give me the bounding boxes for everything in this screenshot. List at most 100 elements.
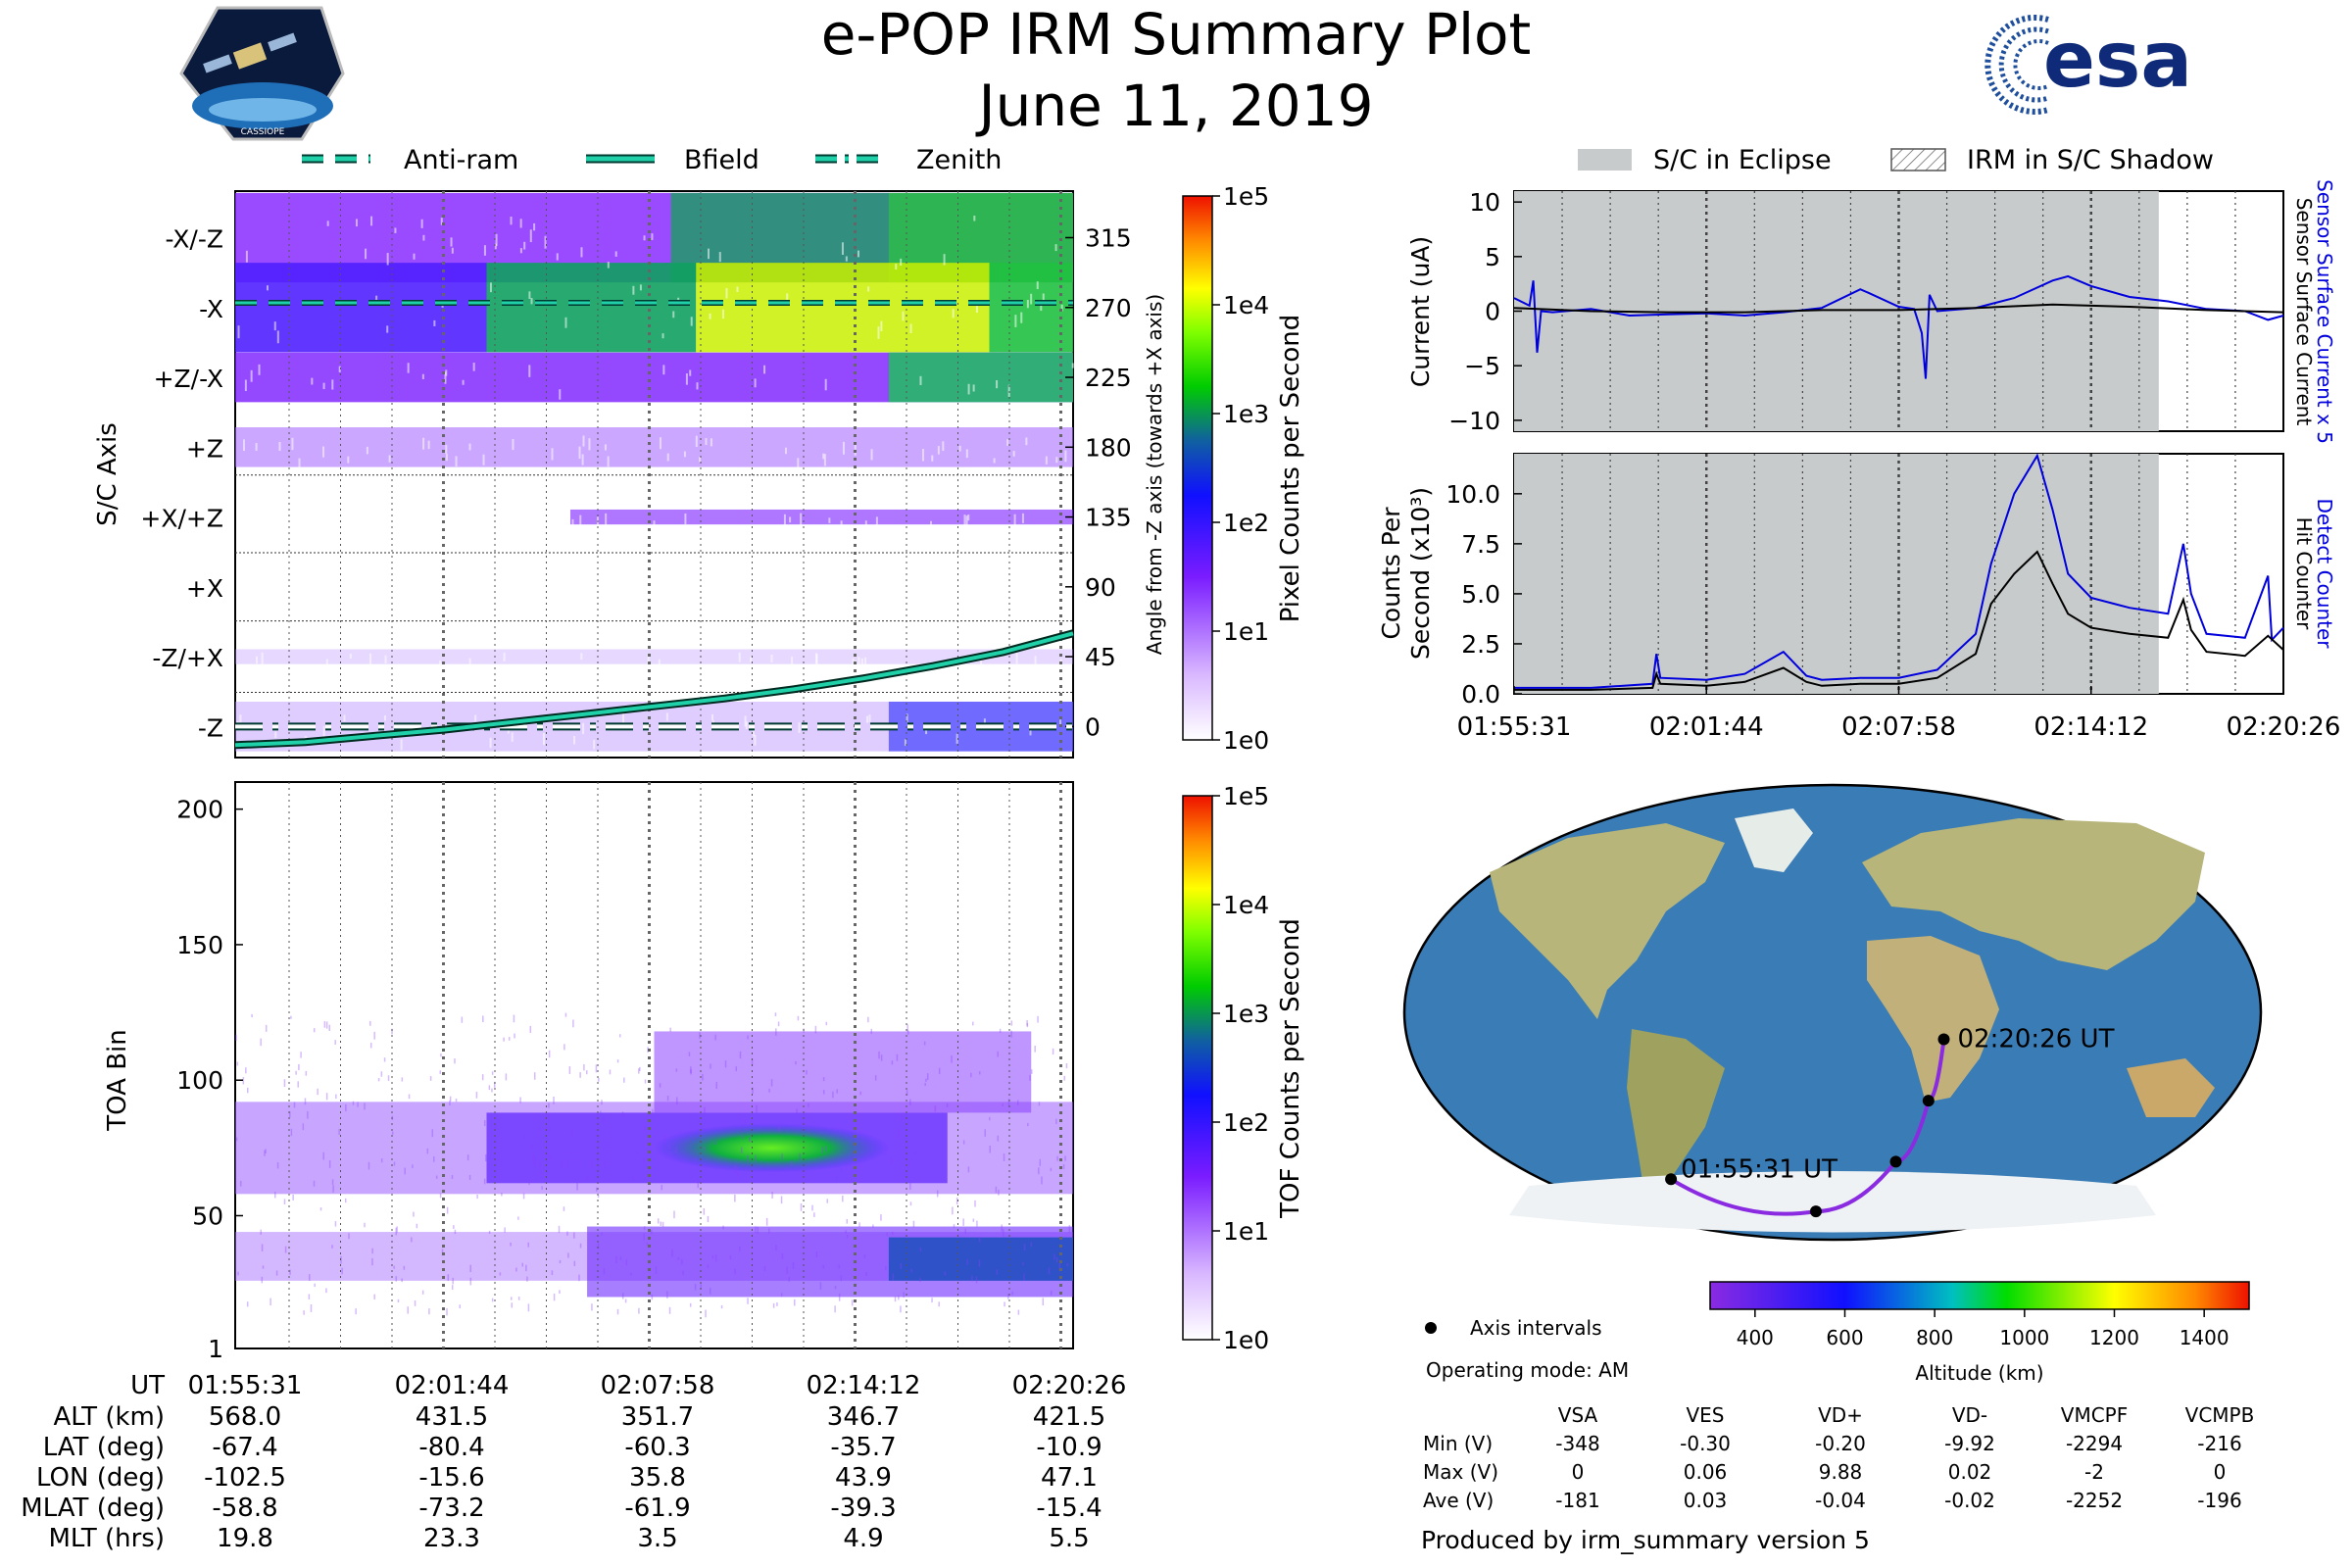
toa-speckle <box>643 1233 646 1241</box>
toa-speckle <box>483 1178 486 1185</box>
toa-speckle <box>846 1218 849 1224</box>
toa-speckle <box>323 1021 326 1028</box>
sc-heat-gap <box>718 252 721 263</box>
toa-speckle <box>583 1063 585 1071</box>
toa-speckle <box>404 1167 406 1175</box>
toa-speckle <box>621 1293 624 1299</box>
sc-heat-gap <box>659 437 662 450</box>
sc-heat-gap <box>651 233 654 240</box>
toa-speckle <box>484 1120 486 1127</box>
y-tick-label: 7.5 <box>1461 530 1500 559</box>
toa-speckle <box>540 1171 542 1178</box>
toa-speckle <box>1058 1263 1061 1272</box>
colorbar-tick-label: 1e5 <box>1223 782 1269 810</box>
toa-speckle <box>525 1264 527 1272</box>
sc-heat-gap <box>1034 656 1037 665</box>
sc-heat-gap <box>744 715 747 727</box>
toa-speckle <box>414 1300 416 1306</box>
sc-heat-band <box>235 427 1073 467</box>
sc-heat-gap <box>355 219 358 227</box>
toa-speckle <box>265 1024 268 1032</box>
toa-speckle <box>770 1079 773 1087</box>
sc-heat-gap <box>519 248 522 254</box>
toa-speckle <box>638 1068 640 1074</box>
toa-speckle <box>461 1016 464 1023</box>
sc-heat-gap <box>822 453 825 460</box>
toa-speckle <box>972 1021 974 1026</box>
toa-speckle <box>711 1254 714 1259</box>
toa-speckle <box>391 1131 394 1135</box>
toa-speckle <box>1002 1102 1004 1107</box>
toa-speckle <box>601 1232 603 1236</box>
toa-speckle <box>768 1088 770 1093</box>
sc-heat-gap <box>738 652 741 662</box>
voltage-value: 0.03 <box>1684 1489 1728 1512</box>
sc-heat-gap <box>250 369 253 382</box>
sc-heat-gap <box>318 513 321 521</box>
sc-heat-gap <box>783 514 786 526</box>
sc-heat-gap <box>864 657 867 670</box>
toa-speckle <box>369 1020 371 1026</box>
sc-heat-gap <box>395 518 398 531</box>
sc-heat-gap <box>993 458 996 464</box>
sc-heat-gap <box>364 518 367 525</box>
toa-speckle <box>328 1160 331 1168</box>
sc-heat-gap <box>662 333 664 339</box>
ephemeris-value: 568.0 <box>209 1402 281 1432</box>
toa-speckle <box>644 1079 647 1084</box>
voltage-value: -9.92 <box>1944 1432 1995 1455</box>
toa-speckle <box>668 1152 671 1158</box>
sc-heat-gap <box>695 435 698 447</box>
toa-speckle <box>532 1154 535 1161</box>
bfield-line-inner <box>234 631 1074 748</box>
toa-speckle <box>660 1221 662 1226</box>
x-tick-label: 01:55:31 <box>1457 712 1572 742</box>
toa-speckle <box>260 1038 262 1047</box>
toa-speckle <box>797 1015 800 1021</box>
toa-speckle <box>591 1303 593 1311</box>
toa-speckle <box>242 1077 245 1085</box>
sc-heat-gap <box>455 456 458 467</box>
sc-heat-gap <box>770 654 773 662</box>
x-tick-label: 02:01:44 <box>1649 712 1764 742</box>
sc-heat-gap <box>322 382 325 390</box>
toa-speckle <box>924 1082 926 1087</box>
sc-heat-gap <box>864 520 867 531</box>
sc-heat-gap <box>639 284 642 291</box>
toa-speckle <box>1050 1290 1053 1296</box>
toa-speckle <box>777 1021 780 1027</box>
sc-heat-gap <box>551 448 554 461</box>
sc-heat-gap <box>683 451 686 458</box>
toa-speckle <box>722 1225 724 1230</box>
sc-heat-gap <box>386 325 389 333</box>
sc-heat-gap <box>445 444 448 455</box>
sc-heat-gap <box>823 454 826 466</box>
toa-speckle <box>616 1308 619 1315</box>
toa-speckle <box>946 1102 949 1107</box>
voltage-value: -348 <box>1555 1432 1599 1455</box>
ephemeris-time: 02:14:12 <box>807 1371 921 1400</box>
toa-speckle <box>923 1041 926 1046</box>
voltage-row-label: Max (V) <box>1423 1460 1498 1484</box>
sc-heat-gap <box>705 438 708 446</box>
sc-heat-gap <box>237 516 240 525</box>
sc-heat-gap <box>354 513 357 519</box>
toa-speckle <box>1041 1176 1043 1185</box>
toa-speckle <box>840 1275 843 1282</box>
sc-heat-gap <box>1042 293 1045 306</box>
toa-speckle <box>530 1144 533 1149</box>
sc-heat-gap <box>427 440 430 450</box>
toa-speckle <box>429 1076 432 1081</box>
sc-heat-gap <box>900 258 903 267</box>
toa-speckle <box>586 1176 589 1181</box>
toa-speckle <box>395 1227 397 1236</box>
sc-heat-gap <box>745 721 748 730</box>
toa-speckle <box>1048 1267 1051 1275</box>
toa-speckle <box>297 1081 299 1088</box>
sc-heat-gap <box>422 520 425 530</box>
axis-intervals-label: Axis intervals <box>1470 1316 1602 1340</box>
toa-speckle <box>564 1044 565 1051</box>
toa-speckle <box>1055 1118 1057 1125</box>
sc-heat-gap <box>1036 281 1039 290</box>
toa-speckle <box>975 1276 978 1284</box>
